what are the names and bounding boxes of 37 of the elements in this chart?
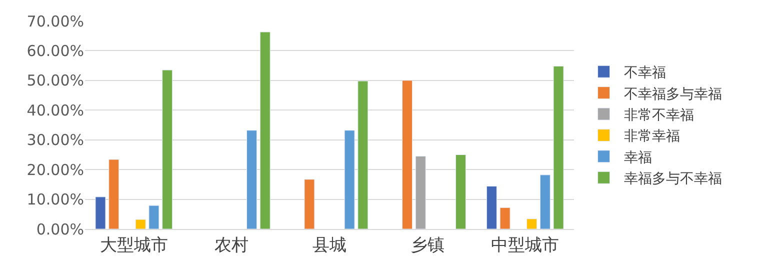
bar bbox=[526, 218, 538, 229]
bar bbox=[135, 219, 146, 229]
y-tick-label: 0.00% bbox=[36, 220, 84, 238]
x-tick-label: 中型城市 bbox=[491, 235, 560, 256]
bar bbox=[162, 70, 173, 229]
legend-label: 不幸福 bbox=[624, 65, 666, 82]
y-tick-label: 10.00% bbox=[26, 190, 84, 209]
legend-label: 幸福多与不幸福 bbox=[624, 171, 722, 188]
y-tick-label: 20.00% bbox=[26, 160, 84, 179]
y-tick-label: 70.00% bbox=[26, 12, 84, 30]
x-tick-label: 农村 bbox=[214, 235, 249, 256]
y-tick-label: 40.00% bbox=[26, 101, 84, 120]
bar bbox=[455, 154, 466, 229]
y-tick-label: 30.00% bbox=[26, 131, 84, 150]
bar bbox=[108, 159, 120, 229]
bar bbox=[486, 186, 497, 229]
bar bbox=[260, 32, 270, 229]
x-tick-label: 乡镇 bbox=[410, 235, 444, 256]
legend-label: 非常幸福 bbox=[624, 128, 680, 145]
x-tick-label: 大型城市 bbox=[100, 235, 168, 256]
y-tick-label: 50.00% bbox=[26, 72, 84, 90]
bar bbox=[553, 66, 564, 229]
bar bbox=[304, 179, 315, 229]
bar bbox=[95, 196, 106, 229]
bar bbox=[344, 130, 355, 229]
bar bbox=[358, 80, 368, 229]
bar bbox=[402, 80, 413, 229]
y-tick-label: 60.00% bbox=[26, 42, 84, 60]
bar bbox=[415, 156, 426, 229]
x-tick-label: 县城 bbox=[312, 235, 346, 256]
bar bbox=[540, 174, 550, 229]
legend-label: 幸福 bbox=[624, 150, 652, 166]
bar bbox=[246, 130, 258, 229]
legend-label: 不幸福多与幸福 bbox=[624, 86, 722, 102]
legend-label: 非常不幸福 bbox=[624, 107, 694, 124]
bar bbox=[148, 205, 160, 229]
bar bbox=[500, 207, 510, 229]
